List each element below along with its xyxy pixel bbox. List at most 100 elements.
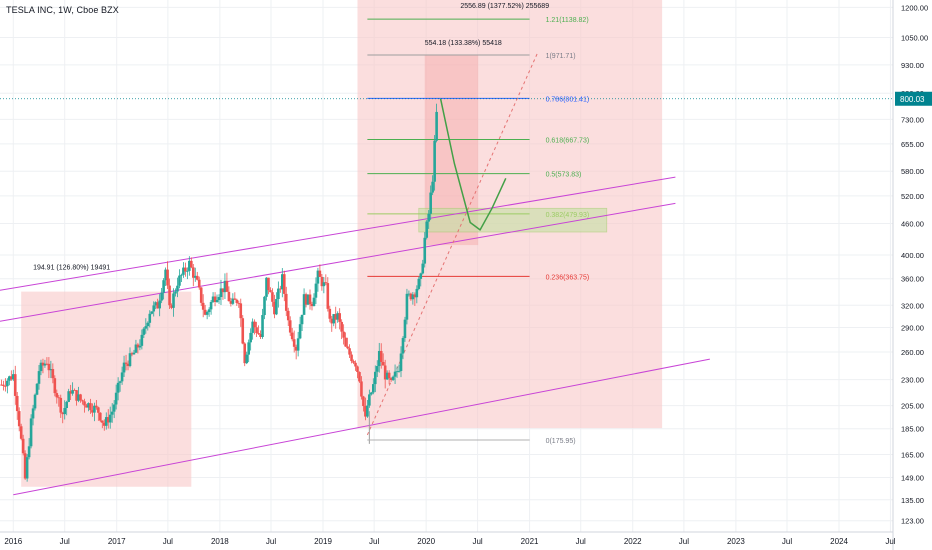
candle-body (235, 299, 239, 303)
candle-body (269, 290, 272, 293)
candle-body (358, 372, 361, 382)
candle-body (419, 273, 423, 279)
candle-body (217, 297, 221, 300)
candle-body (53, 378, 57, 394)
candle-body (160, 292, 163, 301)
candle-body (41, 362, 45, 366)
price-axis-tick-label: 1200.00 (901, 3, 928, 12)
candle-body (33, 394, 37, 409)
candle-body (190, 260, 193, 268)
candle-body (118, 381, 122, 383)
range-label-2019: 2556.89 (1377.52%) 255689 (460, 3, 549, 10)
projection-curve (439, 98, 507, 231)
symbol-label: TESLA INC, 1W, Cboe BZX (6, 5, 119, 15)
candle-body (207, 309, 211, 313)
candle-body (435, 111, 438, 141)
price-axis-tick-label: 290.00 (901, 323, 924, 332)
candle-body (261, 315, 264, 338)
channel-line (13, 358, 710, 496)
candle-body (356, 366, 359, 373)
candle-body (227, 291, 231, 302)
candle-body (413, 294, 417, 298)
price-axis-tick-label: 400.00 (901, 251, 924, 260)
candle-body (215, 299, 219, 303)
candle-body (104, 417, 108, 426)
fib-level-label: 0.382(479.93) (546, 212, 590, 219)
candle-body (114, 392, 118, 405)
candle-body (197, 279, 201, 288)
candle-body (332, 314, 336, 324)
candle-body (178, 275, 181, 286)
candle-body (231, 298, 235, 304)
candle-body (120, 372, 124, 382)
candle-body (253, 321, 256, 328)
candle-body (19, 426, 23, 439)
candle-body (247, 342, 250, 355)
candle-body (330, 318, 334, 324)
candle-body (219, 288, 223, 298)
time-axis-tick-label: Jul (472, 537, 482, 546)
candle-body (150, 311, 154, 314)
candle-body (116, 382, 120, 393)
candle-body (290, 332, 294, 340)
time-axis-tick-label: Jul (679, 537, 689, 546)
candle-body (29, 418, 33, 447)
candle-body (257, 333, 260, 335)
candle-body (45, 363, 49, 365)
projection-dashed-line (366, 52, 538, 436)
price-axis-tick-label: 165.00 (901, 451, 924, 460)
candle-body (251, 321, 254, 333)
candle-body (65, 401, 68, 408)
candle-body (397, 370, 401, 372)
candle-body (342, 331, 345, 338)
candle-body (427, 213, 430, 222)
candle-body (77, 394, 80, 401)
candle-body (152, 305, 156, 312)
candle-body (154, 302, 158, 306)
candle-body (201, 302, 205, 310)
candle-body (267, 277, 270, 291)
price-axis-tick-label: 260.00 (901, 348, 924, 357)
candle-body (370, 392, 373, 395)
candle-body (362, 396, 365, 407)
candle-body (263, 296, 266, 316)
candle-body (166, 269, 169, 286)
candle-body (391, 376, 395, 380)
candle-body (277, 288, 280, 300)
candle-body (99, 412, 102, 421)
candle-body (162, 280, 165, 293)
candle-body (275, 299, 278, 315)
candle-body (23, 453, 27, 479)
fib-level-label: 0.236(363.75) (546, 274, 590, 281)
candle-body (322, 282, 326, 287)
candle-body (8, 376, 11, 381)
candle-body (273, 301, 276, 315)
time-axis-tick-label: Jul (60, 537, 70, 546)
candle-body (389, 378, 393, 380)
candle-body (310, 304, 314, 307)
last-price-tag (895, 91, 932, 106)
candle-body (385, 372, 389, 380)
candle-body (372, 384, 375, 393)
candle-body (259, 334, 262, 338)
price-axis-tick-label: 135.00 (901, 496, 924, 505)
candle-body (338, 313, 341, 322)
candle-body (271, 292, 274, 302)
candle-body (27, 446, 31, 458)
candle-body (350, 354, 353, 362)
candle-body (320, 276, 324, 287)
time-axis-tick-label: Jul (163, 537, 173, 546)
candle-body (298, 324, 302, 339)
candle-body (138, 345, 142, 348)
candle-body (108, 414, 112, 423)
candle-body (348, 348, 351, 355)
candle-body (326, 283, 330, 309)
candle-body (110, 411, 114, 415)
candle-body (302, 294, 306, 315)
candle-body (344, 337, 347, 347)
fib-level-label: 0.618(667.73) (546, 137, 590, 144)
candle-body (239, 303, 243, 319)
candle-body (433, 140, 436, 182)
